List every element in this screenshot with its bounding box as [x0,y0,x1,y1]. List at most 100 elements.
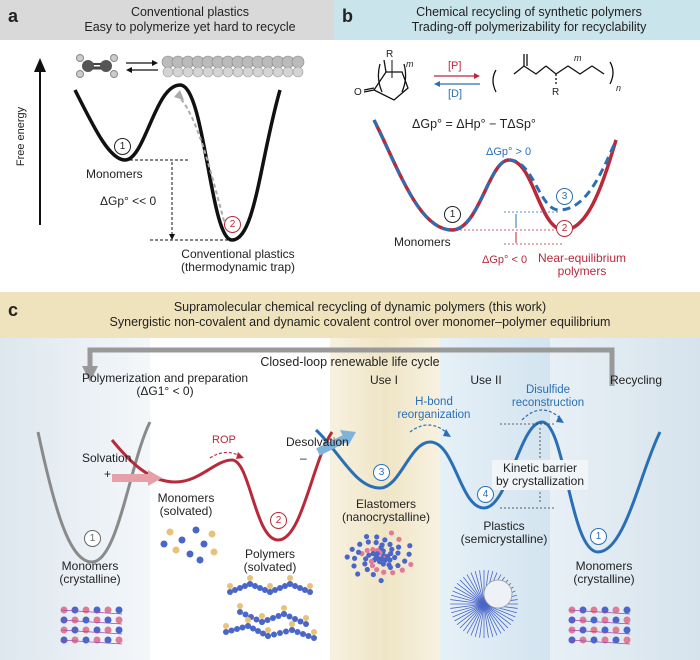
rop-arrow [209,451,241,459]
panel-a-energy-curve [73,83,282,242]
stage-use-1: Use I [369,373,399,387]
hbond-line1: H-bond [415,396,453,408]
panel-a: a Conventional plastics Easy to polymeri… [0,0,344,290]
free-energy-label: Free energy [15,106,28,167]
disulfide-line2: reconstruction [511,397,585,409]
monomers-crystalline-left-label: Monomers (crystalline) [59,560,120,586]
panel-b-near-label: Near-equilibrium polymers [538,252,626,278]
panel-b-dg-pos-label: ΔGp° > 0 [486,146,532,158]
polymer-r-group: R [552,87,560,98]
closed-loop-arrow [87,347,615,386]
polymer-n-subscript: n [616,83,622,93]
panel-c-well-1-marker: 1 [84,530,101,547]
panel-b-title: Chemical recycling of synthetic polymers [416,5,642,19]
blue-use-recycle-curve [314,420,662,554]
panel-a-trap-line2: (thermodynamic trap) [180,260,296,274]
panel-c-title-line2: Synergistic non-covalent and dynamic cov… [109,315,611,329]
crystalline-monomer-lattice-left [60,606,123,645]
panel-b-near-line2: polymers [557,264,607,278]
stage-recycling: Recycling [609,373,663,387]
depolymerization-label: [D] [448,88,463,100]
panel-a-trap-line1: Conventional plastics [181,247,295,261]
panel-b-well-3-marker: 3 [556,188,573,205]
polymers-solvated-line1: Polymers [244,547,295,561]
stage-polymerization-line1: Polymerization and preparation [81,371,249,385]
nanocrystalline-elastomer-network [344,530,414,584]
closed-loop-label: Closed-loop renewable life cycle [260,355,440,369]
monomer-carbonyl-o: O [354,87,362,98]
panel-a-energy-diagram [34,54,305,242]
monomer-r-group: R [386,49,394,60]
desolvation-arrow [316,434,348,456]
panel-c-header [0,292,700,338]
panel-b: b Chemical recycling of synthetic polyme… [334,0,700,290]
panel-a-well-2-marker: 2 [224,216,241,233]
monomers-cryst-right-line2: (crystalline) [573,572,635,586]
panel-b-dg-neg-label: ΔGp° < 0 [482,254,528,266]
kinetic-line1: Kinetic barrier [502,461,578,475]
panel-b-header [334,0,700,40]
panel-b-subtitle: Trading-off polymerizability for recycla… [411,20,647,34]
stage-use-2: Use II [470,373,502,387]
gibbs-equation: ΔGp° = ΔHp° − TΔSp° [412,117,536,131]
rop-label: ROP [212,434,236,446]
polymer-m-subscript: m [574,53,582,63]
panel-a-header [0,0,344,40]
gray-monomer-curve [36,421,152,564]
panel-b-energy-diagram [363,54,618,245]
disulfide-line1: Disulfide [525,384,571,396]
hbond-label: H-bond reorganization [398,396,471,422]
monomers-cryst-right-line1: Monomers [575,559,633,573]
panel-b-blue-dashed-curve [372,119,618,232]
panel-a-title: Conventional plastics [130,5,250,19]
panel-c-bg-use1 [330,338,440,660]
plastics-line2: (semicrystalline) [460,532,548,546]
panel-a-monomers-label: Monomers [86,167,143,181]
monomers-solvated-label: Monomers (solvated) [158,492,215,518]
monomers-cryst-left-line2: (crystalline) [59,572,121,586]
elastomers-label: Elastomers (nanocrystalline) [342,498,430,524]
panel-b-well-2-marker: 2 [556,220,573,237]
monomer-m-subscript: m [406,59,414,69]
panel-c-label: c [8,300,19,320]
panel-c-title-line1: Supramolecular chemical recycling of dyn… [173,300,547,314]
polyethylene-chain-icon [161,55,305,78]
free-energy-axis-arrowhead [34,58,46,72]
disulfide-arrow [521,409,563,421]
panel-c-well-3-marker: 3 [373,464,390,481]
solvation-sign: + [104,467,112,481]
polymers-solvated-label: Polymers (solvated) [244,548,297,574]
solvated-monomer-cluster [160,526,218,564]
panel-b-red-curve [372,119,618,232]
panel-b-well-1-marker: 1 [444,206,461,223]
panel-c-well-2-marker: 2 [270,512,287,529]
desolvation-label: Desolvation [286,435,349,449]
panel-b-near-line1: Near-equilibrium [537,251,627,265]
monomers-crystalline-right-label: Monomers (crystalline) [573,560,634,586]
panel-a-dg-label: ΔGp° << 0 [100,194,157,208]
kinetic-line2: by crystallization [495,474,585,488]
panel-c: c Supramolecular chemical recycling of d… [0,292,700,660]
panel-a-well-1-marker: 1 [114,138,131,155]
plastics-line1: Plastics [483,519,525,533]
kinetic-barrier-label: Kinetic barrier by crystallization [491,460,589,490]
panel-a-title-block: Conventional plastics Easy to polymerize… [40,5,340,35]
panel-a-label: a [8,6,19,26]
ethylene-molecule-icon [76,54,118,78]
semicrystalline-plastic-spherulite [450,570,518,638]
stage-polymerization-line2: (ΔG1° < 0) [136,384,194,398]
monomers-solvated-line1: Monomers [157,491,215,505]
solvated-polymer-chains [223,575,317,641]
panel-a-subtitle: Easy to polymerize yet hard to recycle [84,20,296,34]
panel-b-title-block: Chemical recycling of synthetic polymers… [364,5,694,35]
polyester-repeat-unit-icon [492,54,614,93]
solvation-label: Solvation [82,451,132,465]
panel-c-bg-right [550,338,700,660]
polymers-solvated-line2: (solvated) [243,560,297,574]
monomers-solvated-line2: (solvated) [159,504,213,518]
elastomers-line1: Elastomers [355,497,417,511]
stage-polymerization: Polymerization and preparation (ΔG1° < 0… [82,372,248,398]
panel-c-energy-diagram [36,347,662,645]
panel-a-return-arrow [179,97,227,229]
panel-c-well-4-marker: 4 [477,486,494,503]
